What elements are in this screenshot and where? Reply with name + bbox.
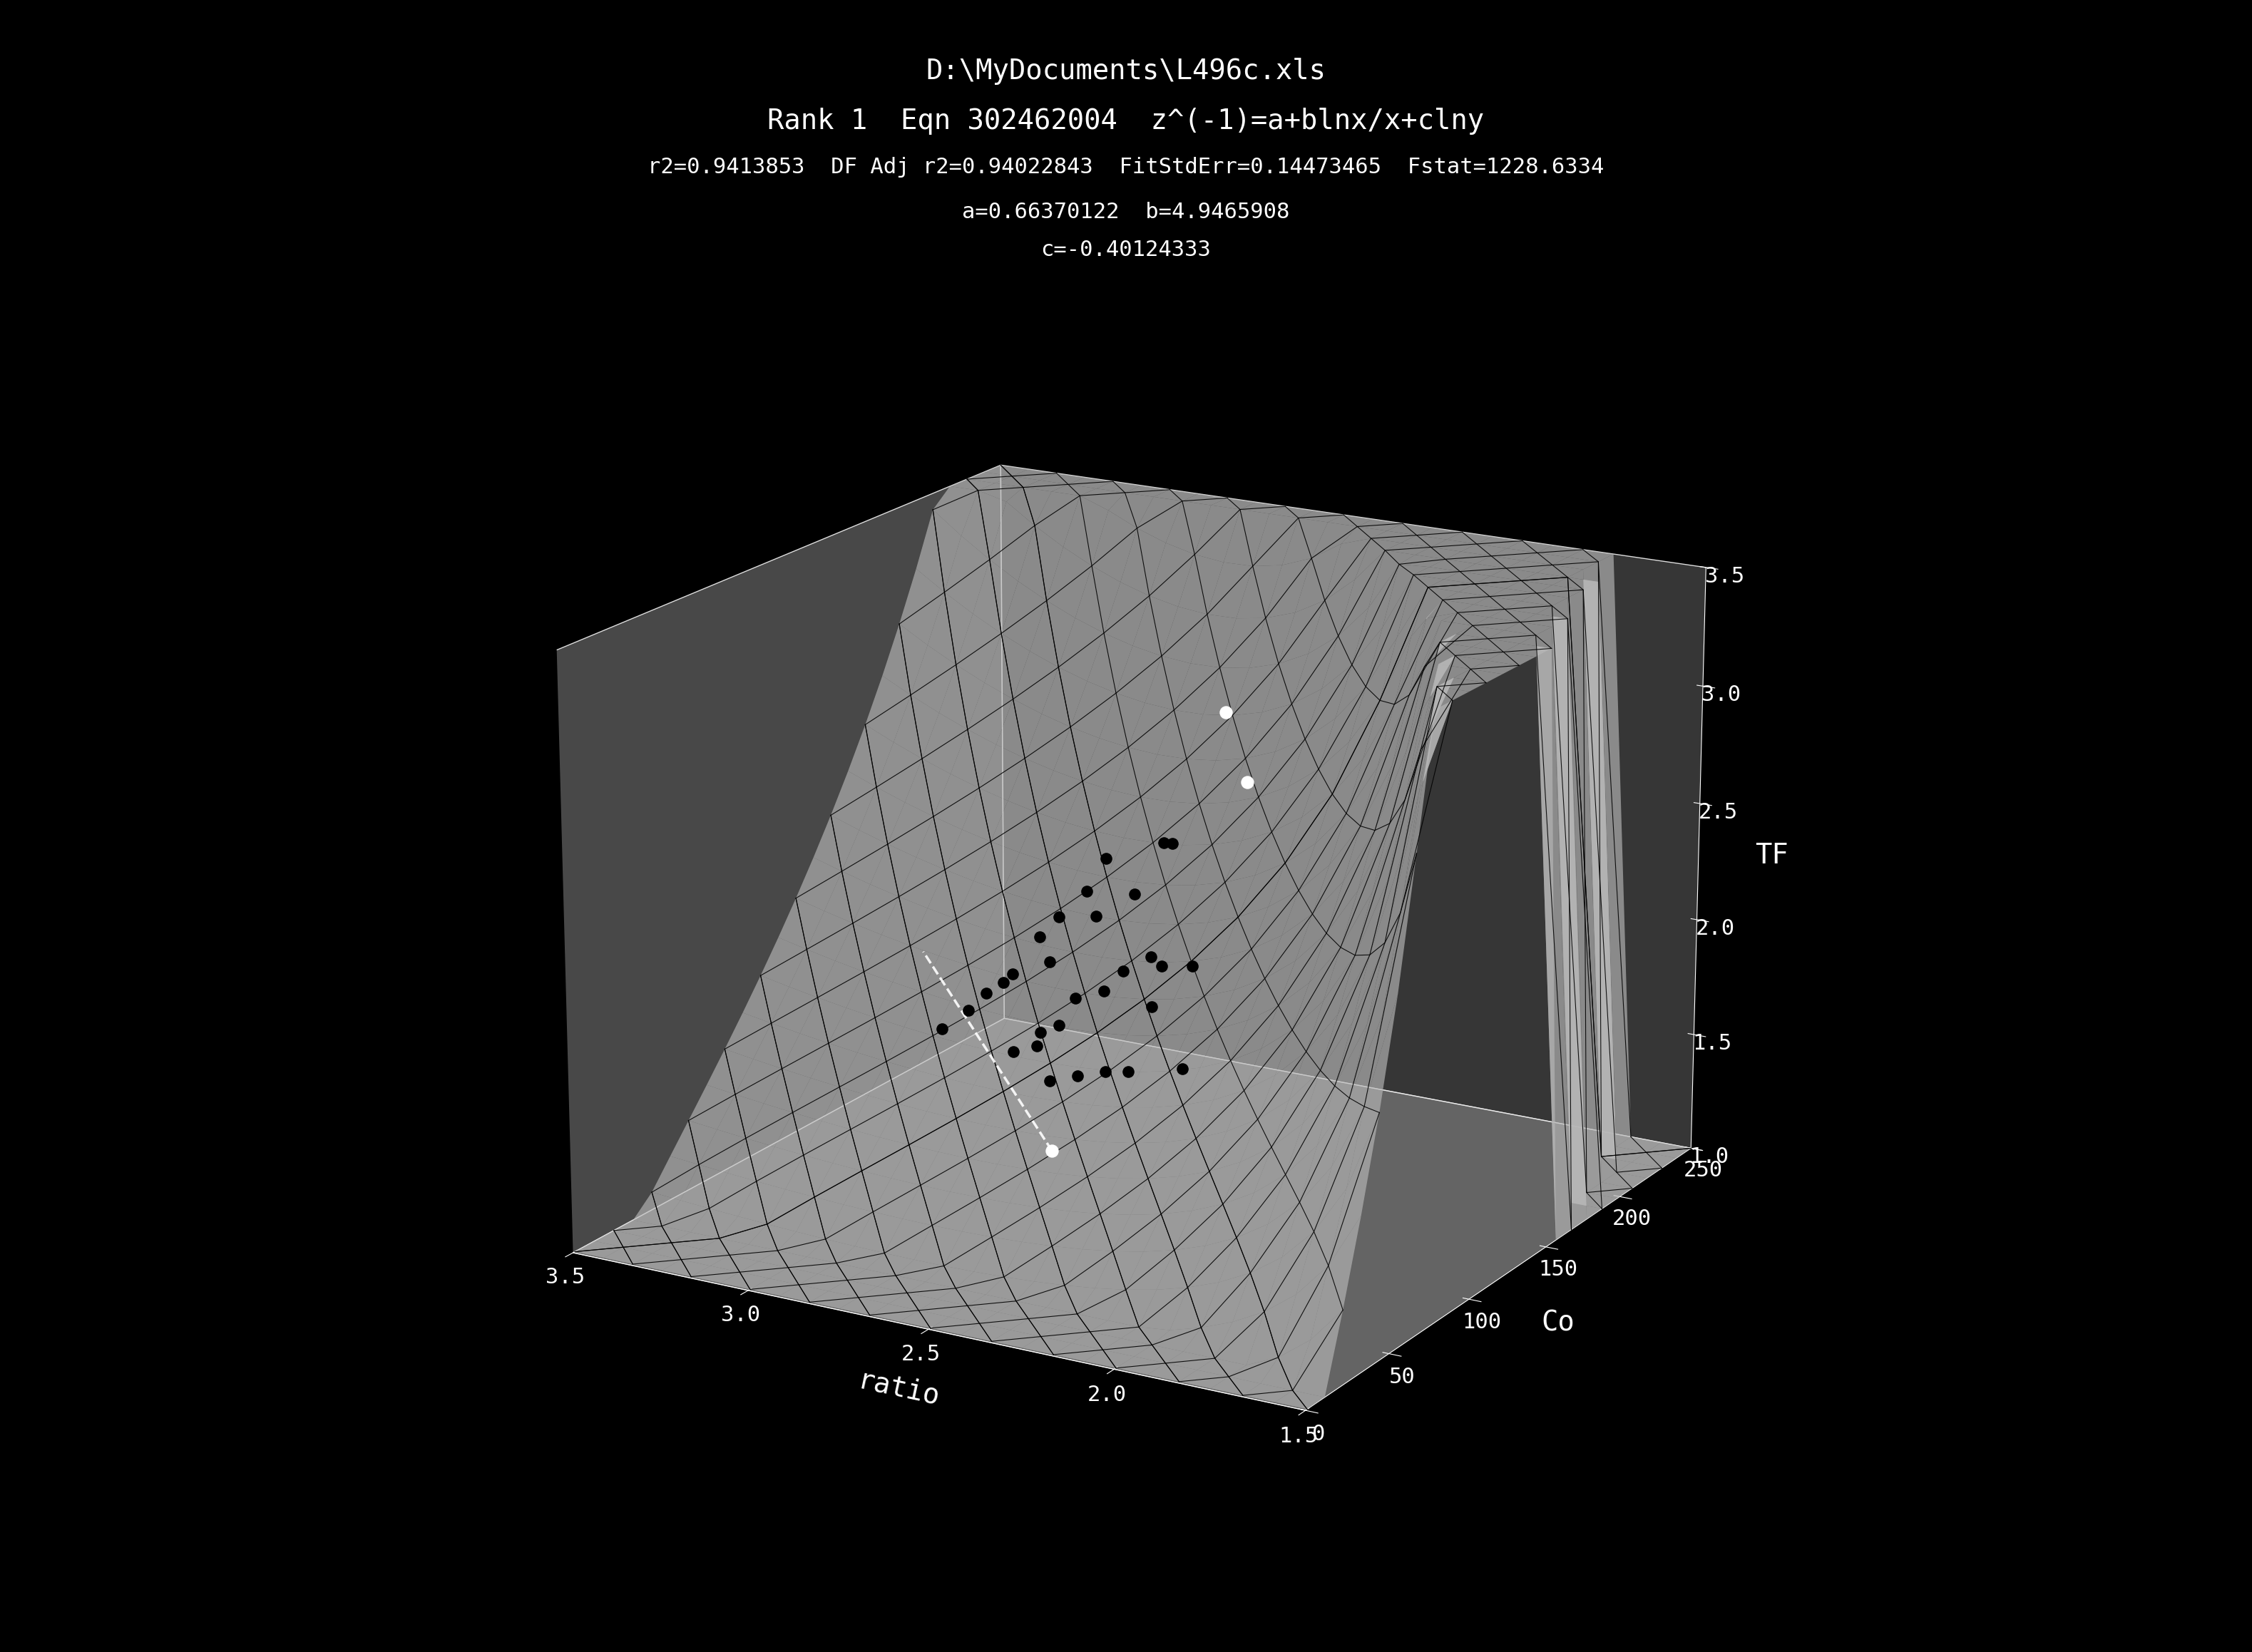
Text: D:\MyDocuments\L496c.xls: D:\MyDocuments\L496c.xls xyxy=(926,58,1326,84)
X-axis label: ratio: ratio xyxy=(854,1366,941,1411)
Text: Rank 1  Eqn 302462004  z^(-1)=a+blnx/x+clny: Rank 1 Eqn 302462004 z^(-1)=a+blnx/x+cln… xyxy=(768,107,1484,134)
Y-axis label: Co: Co xyxy=(1540,1310,1574,1336)
Text: r2=0.9413853  DF Adj r2=0.94022843  FitStdErr=0.14473465  Fstat=1228.6334: r2=0.9413853 DF Adj r2=0.94022843 FitStd… xyxy=(649,157,1603,178)
Text: c=-0.40124333: c=-0.40124333 xyxy=(1040,240,1212,261)
Text: a=0.66370122  b=4.9465908: a=0.66370122 b=4.9465908 xyxy=(962,202,1290,223)
